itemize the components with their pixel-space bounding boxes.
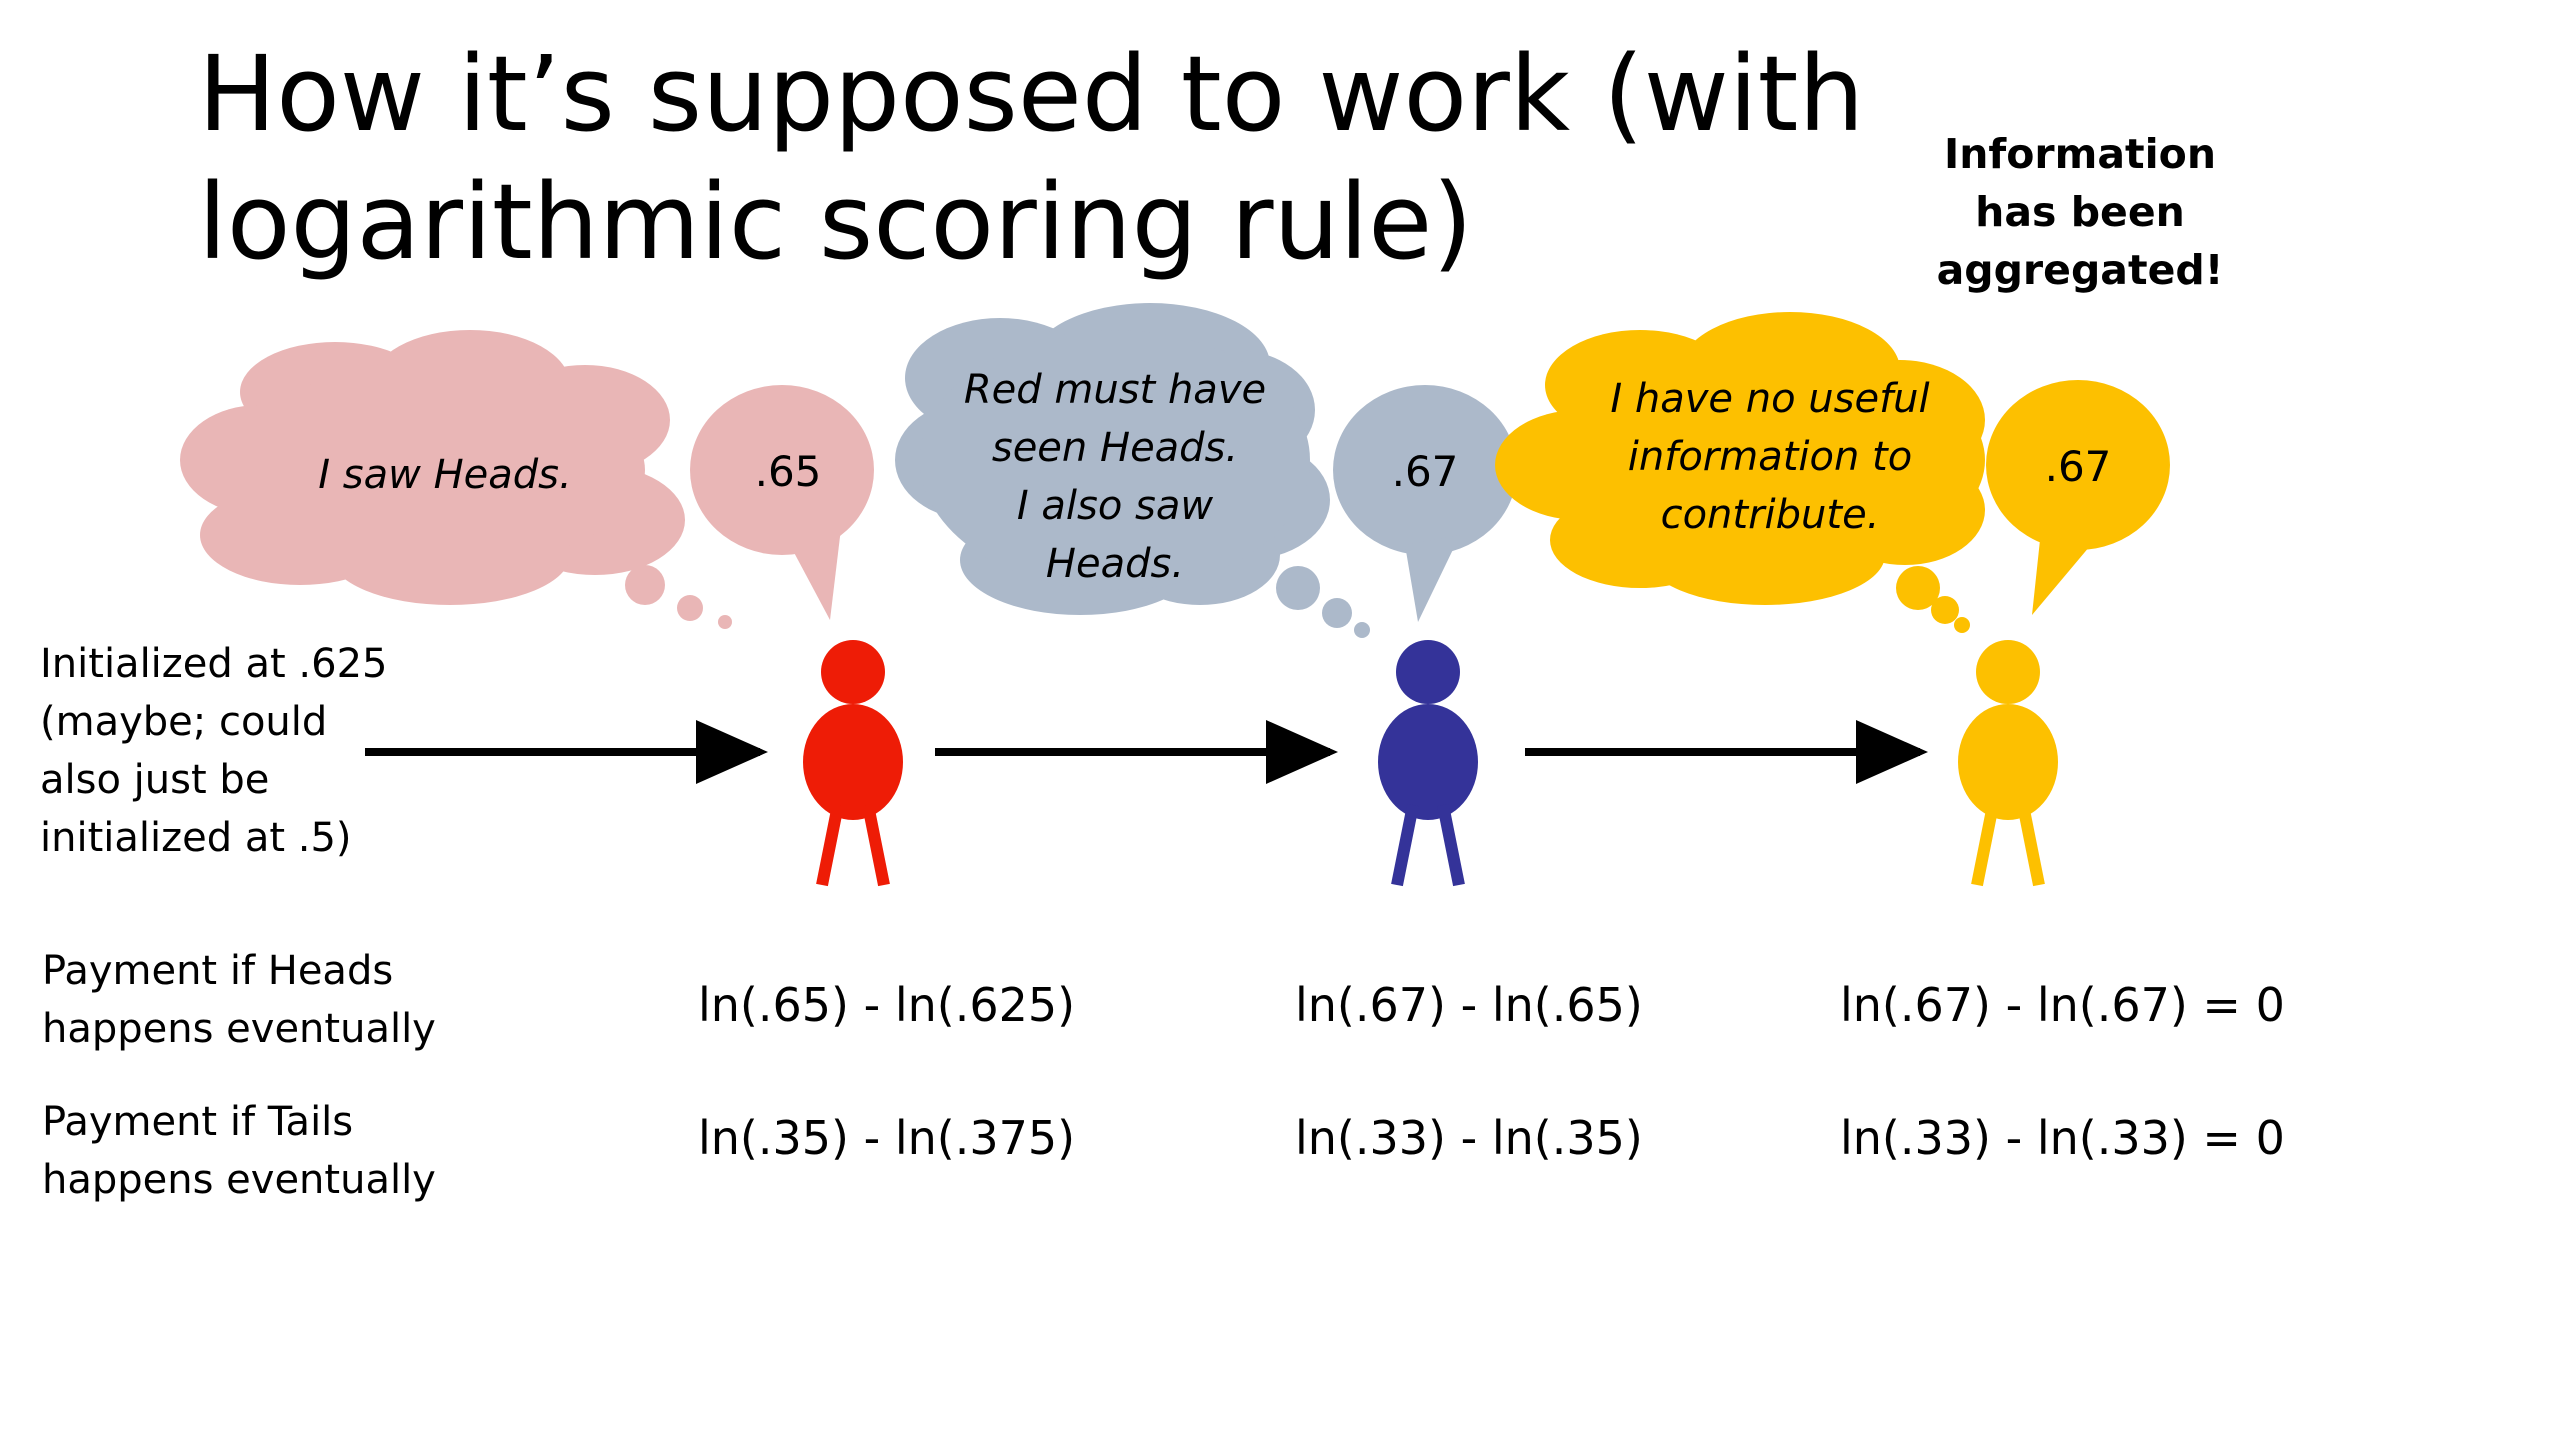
thought-text-blue-3: I also saw bbox=[1017, 483, 1214, 529]
thought-text-yellow-3: contribute. bbox=[1661, 492, 1880, 538]
person-yellow bbox=[1958, 640, 2058, 887]
thought-text-blue-4: Heads. bbox=[1046, 541, 1184, 587]
note-line: aggregated! bbox=[1936, 246, 2224, 294]
init-line: (maybe; could bbox=[40, 699, 328, 745]
thought-text-blue-2: seen Heads. bbox=[992, 425, 1238, 471]
prediction-red: .65 bbox=[755, 447, 822, 496]
thought-cloud-red bbox=[180, 330, 732, 629]
note-line: Information bbox=[1943, 130, 2217, 178]
row-label-line: happens eventually bbox=[42, 1006, 436, 1052]
speech-bubble-red bbox=[690, 385, 874, 620]
thought-text-yellow-2: information to bbox=[1628, 434, 1912, 480]
row-label-heads: Payment if Heads happens eventually bbox=[42, 942, 462, 1058]
slide-title: How it’s supposed to work (with logarith… bbox=[198, 33, 1865, 283]
speech-bubble-blue bbox=[1333, 385, 1517, 622]
thought-cloud-yellow bbox=[1495, 312, 1985, 633]
row-label-line: Payment if Heads bbox=[42, 948, 394, 994]
prediction-yellow: .67 bbox=[2045, 442, 2112, 491]
person-blue bbox=[1378, 640, 1478, 887]
tails-payment-blue: ln(.33) - ln(.35) bbox=[1295, 1111, 1643, 1165]
init-line: Initialized at .625 bbox=[40, 641, 388, 687]
row-label-line: happens eventually bbox=[42, 1157, 436, 1203]
thought-text-red: I saw Heads. bbox=[318, 452, 571, 498]
init-line: initialized at .5) bbox=[40, 815, 352, 861]
heads-payment-yellow: ln(.67) - ln(.67) = 0 bbox=[1840, 978, 2285, 1032]
aggregation-note: Information has been aggregated! bbox=[1880, 125, 2280, 299]
tails-payment-red: ln(.35) - ln(.375) bbox=[698, 1111, 1076, 1165]
thought-cloud-blue bbox=[895, 303, 1370, 638]
prediction-blue: .67 bbox=[1392, 447, 1459, 496]
heads-payment-red: ln(.65) - ln(.625) bbox=[698, 978, 1076, 1032]
row-label-line: Payment if Tails bbox=[42, 1099, 354, 1145]
initialization-label: Initialized at .625 (maybe; could also j… bbox=[40, 635, 420, 867]
tails-payment-yellow: ln(.33) - ln(.33) = 0 bbox=[1840, 1111, 2285, 1165]
heads-payment-blue: ln(.67) - ln(.65) bbox=[1295, 978, 1643, 1032]
note-line: has been bbox=[1975, 188, 2185, 236]
thought-text-yellow-1: I have no useful bbox=[1610, 376, 1929, 422]
init-line: also just be bbox=[40, 757, 270, 803]
speech-bubble-yellow bbox=[1986, 380, 2170, 615]
person-red bbox=[803, 640, 903, 887]
row-label-tails: Payment if Tails happens eventually bbox=[42, 1093, 462, 1209]
thought-text-blue-1: Red must have bbox=[964, 367, 1266, 413]
